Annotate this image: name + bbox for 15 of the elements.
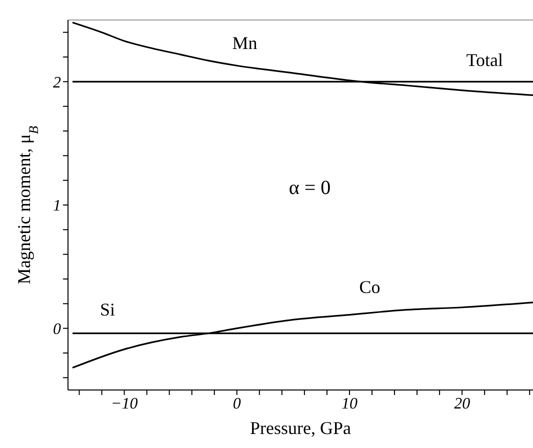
legend-label: Si <box>100 299 116 320</box>
x-tick-label: −10 <box>110 395 138 412</box>
x-tick-label: 10 <box>341 395 358 412</box>
x-axis-title: Pressure, GPa <box>250 418 351 438</box>
series-label: Mn <box>232 32 258 53</box>
y-tick-label: 0 <box>53 321 61 338</box>
x-tick-label: 20 <box>454 395 470 412</box>
x-tick-label: 0 <box>232 395 241 412</box>
line-series <box>72 22 533 96</box>
annotation: α = 0 <box>288 176 331 199</box>
line-series <box>72 302 533 369</box>
series-label: Total <box>466 50 504 70</box>
y-tick-label: 2 <box>53 74 61 92</box>
y-tick-label: 1 <box>53 198 61 215</box>
series-label: Co <box>359 277 380 298</box>
